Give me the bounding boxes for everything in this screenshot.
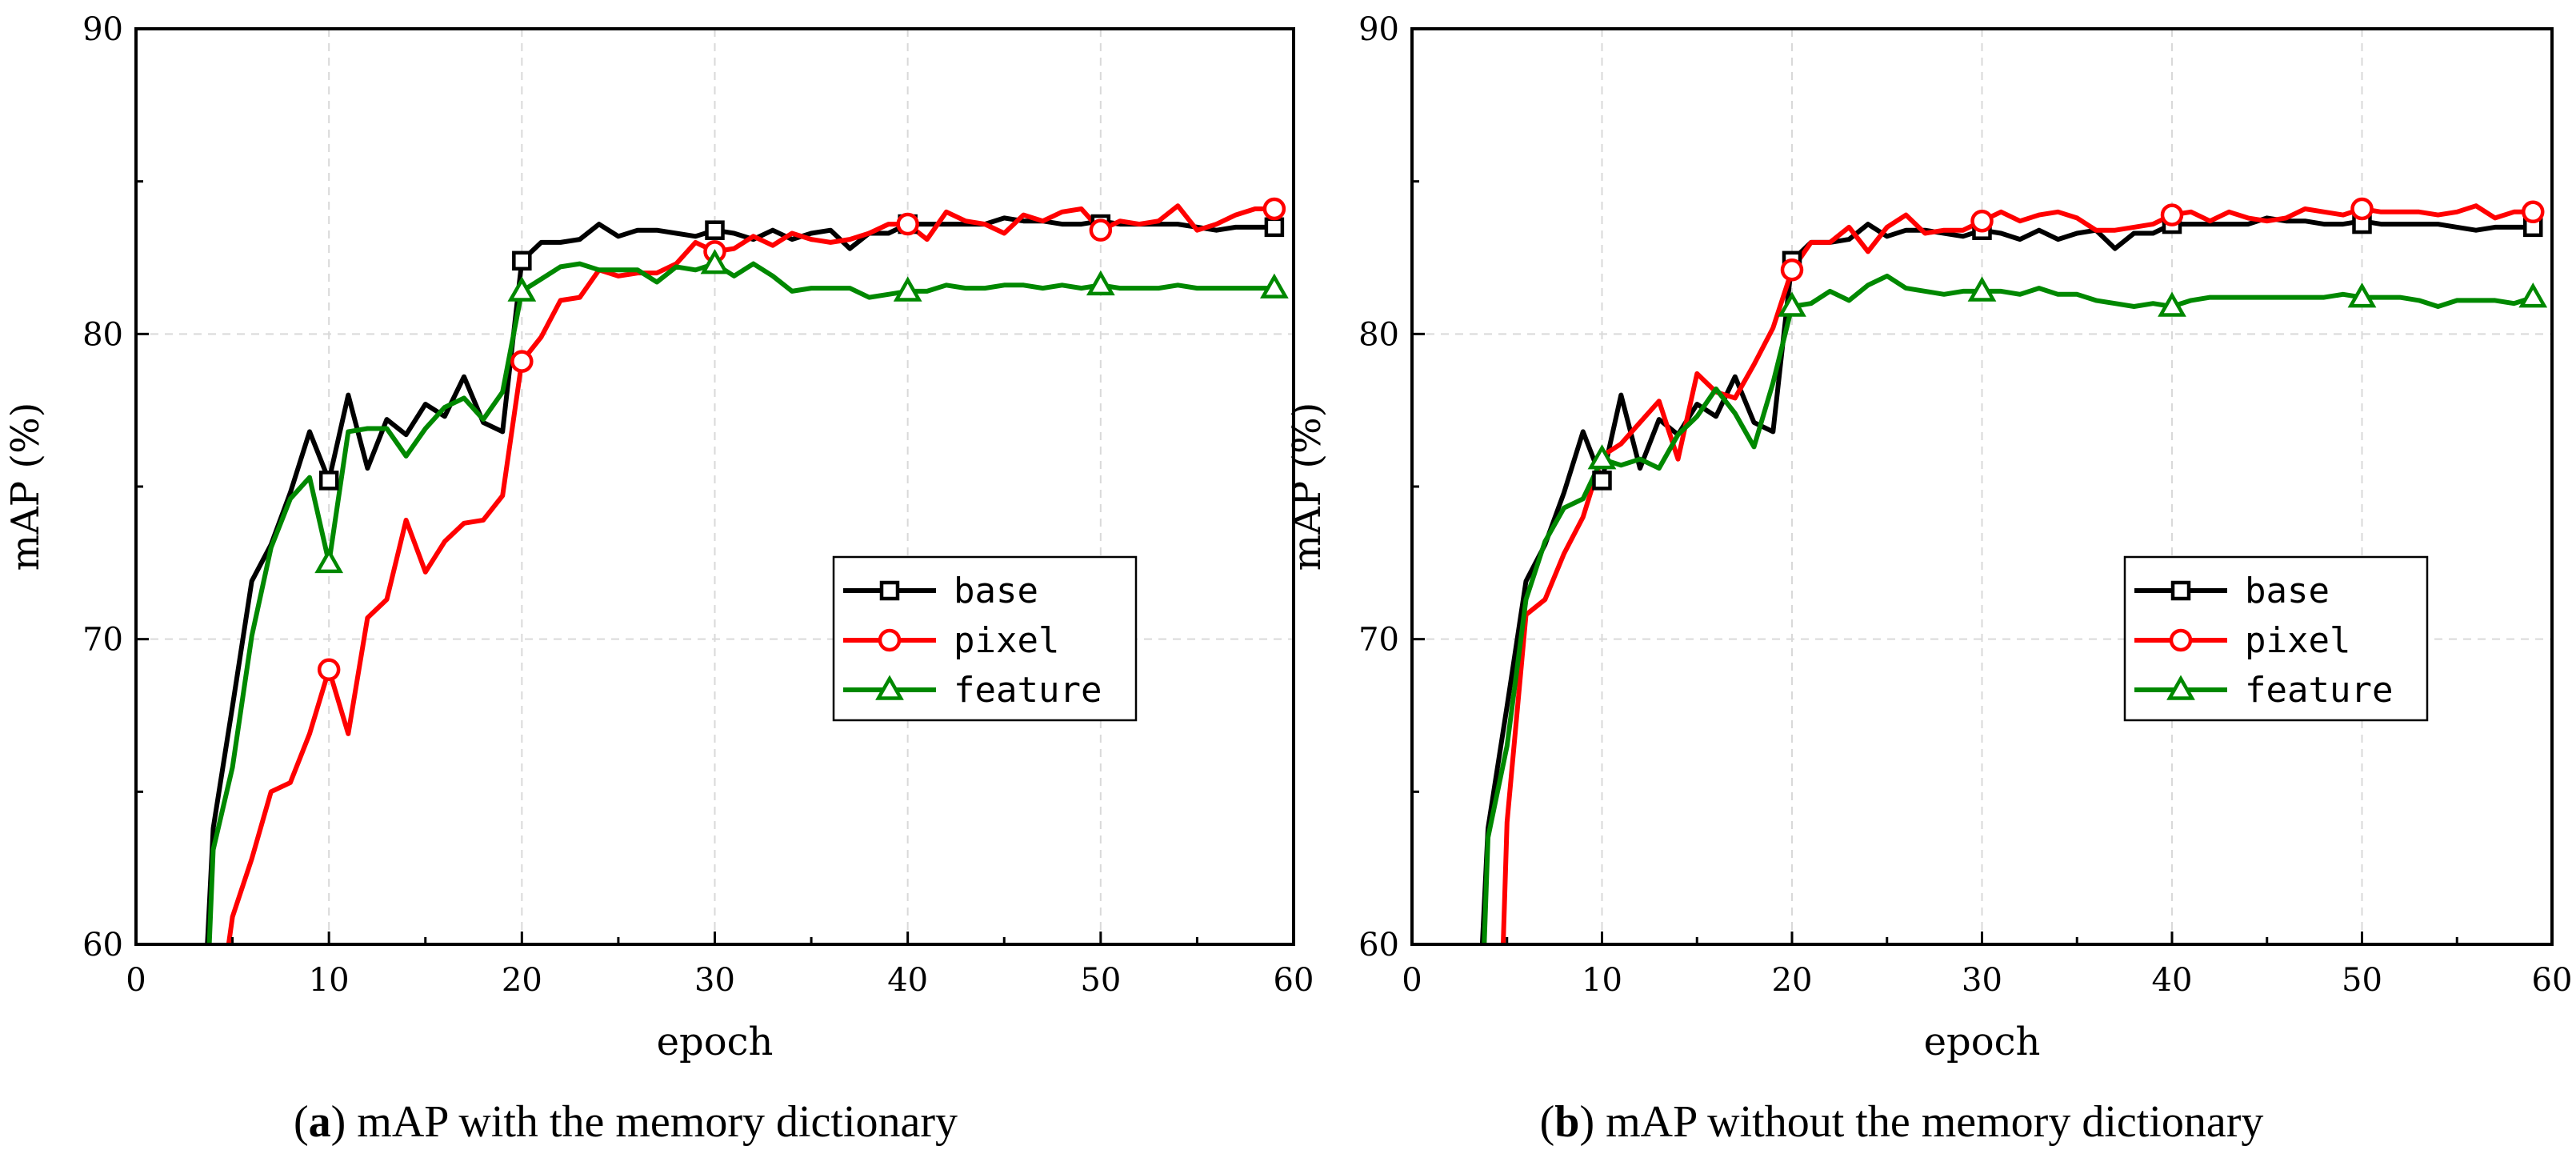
x-tick-label: 50	[1080, 962, 1121, 999]
x-tick-label: 50	[2342, 962, 2382, 999]
y-axis-label: mAP (%)	[1285, 403, 1330, 571]
data-point-pixel	[1262, 197, 1286, 221]
x-tick-label: 60	[1274, 962, 1314, 999]
data-point-feature	[2347, 282, 2377, 308]
legend-label-feature: feature	[2245, 670, 2393, 711]
data-point-pixel	[1780, 258, 1804, 282]
x-tick-label: 30	[1962, 962, 2002, 999]
legend: base pixel feature	[2123, 555, 2429, 722]
y-tick-label: 70	[1358, 622, 1399, 659]
x-tick-label: 0	[1402, 962, 1422, 999]
data-point-pixel	[2522, 200, 2545, 224]
grid	[1412, 29, 2552, 944]
data-point-feature	[1260, 273, 1289, 299]
data-point-feature	[1967, 276, 1997, 302]
data-point-pixel	[1970, 209, 1994, 233]
legend-label-pixel: pixel	[2245, 620, 2350, 661]
data-point-base	[1592, 471, 1612, 491]
grid	[136, 29, 1294, 944]
data-point-pixel	[2160, 203, 2184, 226]
legend: base pixel feature	[832, 555, 1138, 722]
legend-label-base: base	[954, 571, 1038, 611]
data-point-feature	[314, 547, 344, 574]
data-point-feature	[1086, 270, 1115, 296]
x-axis-label: epoch	[1924, 1020, 2041, 1064]
x-tick-label: 10	[309, 962, 350, 999]
x-tick-label: 30	[694, 962, 735, 999]
chart-panel-a: 0 10 20 30 40 50 60 60 70 80 90 epoch mAP (%) base pix…	[3, 11, 1314, 1147]
x-axis-label: epoch	[657, 1020, 774, 1064]
data-point-base	[705, 220, 725, 240]
legend-label-pixel: pixel	[954, 620, 1059, 661]
legend-marker-pixel	[2169, 628, 2193, 652]
y-tick-label: 90	[82, 11, 123, 48]
data-point-pixel	[1089, 218, 1113, 242]
data-point-feature	[2518, 282, 2548, 308]
x-tick-label: 40	[887, 962, 928, 999]
data-point-feature	[893, 276, 922, 302]
data-point-feature	[2158, 291, 2186, 317]
data-point-base	[318, 471, 339, 491]
data-point-pixel	[510, 350, 534, 373]
data-point-base	[512, 250, 532, 271]
data-point-pixel	[896, 212, 919, 236]
legend-marker-feature	[2166, 675, 2195, 700]
data-point-feature	[507, 276, 537, 302]
data-point-pixel	[317, 658, 341, 682]
data-point-feature	[1587, 444, 1617, 470]
chart-panel-b: 0 10 20 30 40 50 60 60 70 80 90 epoch mAP (%) base pix…	[1285, 11, 2572, 1147]
legend-marker-pixel	[878, 628, 902, 652]
data-point-feature	[1778, 291, 1806, 317]
series-group	[205, 197, 1289, 944]
y-tick-label: 90	[1358, 11, 1399, 48]
series-group	[1479, 197, 2548, 944]
x-tick-label: 20	[1772, 962, 1813, 999]
y-tick-label: 70	[82, 622, 123, 659]
legend-label-base: base	[2245, 571, 2330, 611]
y-tick-label: 80	[82, 316, 123, 353]
x-tick-label: 10	[1582, 962, 1622, 999]
legend-marker-base	[2170, 580, 2191, 601]
y-axis-label: mAP (%)	[3, 403, 48, 571]
data-point-feature	[700, 249, 730, 274]
y-tick-label: 60	[1358, 927, 1399, 964]
legend-marker-feature	[875, 675, 904, 700]
data-point-pixel	[2350, 197, 2374, 221]
y-tick-label: 60	[82, 927, 123, 964]
x-tick-label: 40	[2152, 962, 2193, 999]
x-tick-label: 0	[126, 962, 146, 999]
x-tick-label: 20	[502, 962, 542, 999]
legend-marker-base	[879, 580, 900, 601]
legend-label-feature: feature	[954, 670, 1102, 711]
caption-b: (b) mAP without the memory dictionary	[1540, 1097, 2264, 1147]
x-tick-label: 60	[2532, 962, 2573, 999]
y-tick-label: 80	[1358, 316, 1399, 353]
caption-a: (a) mAP with the memory dictionary	[294, 1097, 958, 1147]
data-point-base	[1264, 217, 1285, 238]
